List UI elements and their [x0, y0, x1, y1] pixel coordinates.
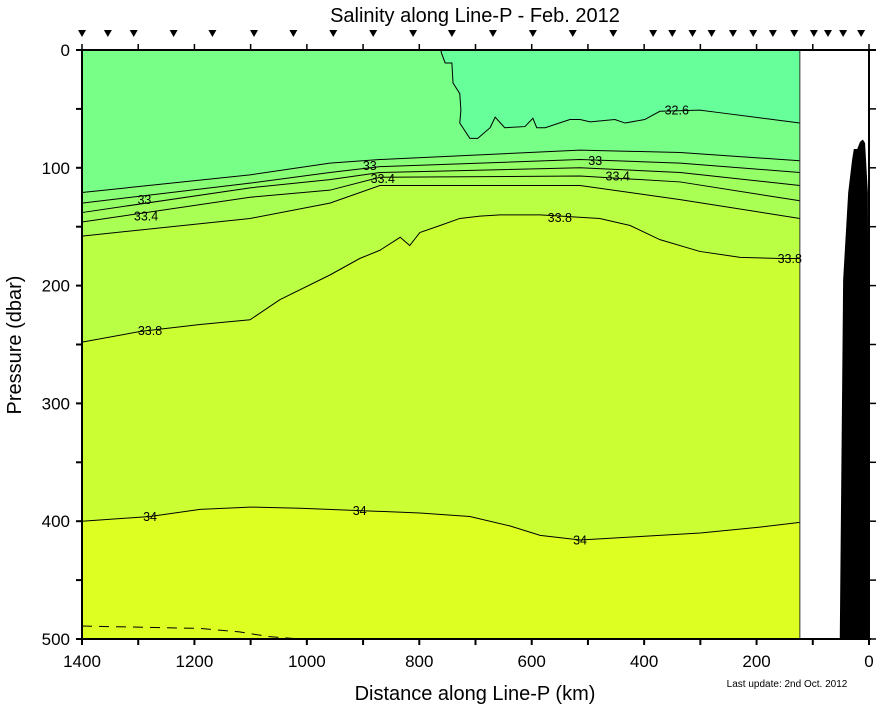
contour-34	[81, 506, 800, 541]
bathymetry	[839, 139, 869, 639]
chart-title: Salinity along Line-P - Feb. 2012	[330, 5, 620, 27]
station-marker-triangle	[809, 30, 818, 37]
station-marker-triangle	[857, 30, 866, 37]
x-tick-label: 1400	[63, 652, 101, 671]
station-marker-triangle	[78, 30, 86, 37]
contour-label: 33.8	[138, 324, 162, 338]
contour-33	[81, 159, 800, 204]
station-marker-triangle	[329, 30, 338, 37]
station-marker-triangle	[768, 30, 777, 37]
station-markers	[78, 30, 866, 37]
contour-label: 33	[363, 159, 377, 173]
station-marker-triangle	[129, 30, 138, 37]
contour-fills	[82, 50, 869, 639]
contour-32.8	[81, 149, 800, 194]
station-marker-triangle	[369, 30, 378, 37]
dashed-contour	[81, 625, 301, 640]
contour-33.2	[81, 167, 800, 214]
contour-33.8	[81, 214, 800, 343]
x-tick-label: 1000	[288, 652, 326, 671]
contour-lines	[81, 50, 801, 640]
axes: 1400 1200 1000 800 600 400 200 0 0 100 200 300 400 50…	[42, 41, 876, 671]
station-marker-triangle	[289, 30, 298, 37]
station-marker-triangle	[169, 30, 178, 37]
station-marker-triangle	[250, 30, 259, 37]
contour-label: 33.8	[778, 252, 802, 266]
x-tick-label: 1200	[176, 652, 214, 671]
contour-label: 33.4	[606, 170, 630, 184]
station-marker-triangle	[728, 30, 737, 37]
contour-label: 32.6	[665, 104, 689, 118]
y-tick-label: 500	[42, 630, 70, 649]
contour-label: 33	[137, 193, 151, 207]
x-tick-label: 600	[518, 652, 546, 671]
station-marker-triangle	[609, 30, 618, 37]
contour-label: 33	[588, 154, 602, 168]
station-marker-triangle	[649, 30, 658, 37]
contour-33.6	[81, 184, 800, 237]
x-tick-label: 200	[742, 652, 770, 671]
station-marker-triangle	[568, 30, 577, 37]
x-axis-label: Distance along Line-P (km)	[355, 683, 596, 705]
contour-label: 34	[573, 534, 587, 548]
station-marker-triangle	[749, 30, 758, 37]
x-tick-label: 800	[405, 652, 433, 671]
station-marker-triangle	[409, 30, 418, 37]
bathymetry-shape	[839, 139, 869, 639]
x-tick-label: 400	[630, 652, 658, 671]
contour-label: 33.4	[371, 172, 395, 186]
station-marker-triangle	[839, 30, 848, 37]
y-axis-label: Pressure (dbar)	[4, 276, 26, 415]
station-marker-triangle	[103, 30, 112, 37]
station-marker-triangle	[707, 30, 716, 37]
station-marker-triangle	[447, 30, 456, 37]
y-tick-label: 200	[42, 277, 70, 296]
y-tick-label: 100	[42, 159, 70, 178]
contour-label: 34	[353, 504, 367, 518]
x-tick-label: 0	[864, 652, 873, 671]
contour-label: 33.4	[134, 210, 158, 224]
contour-33.4	[81, 175, 800, 223]
last-update-note: Last update: 2nd Oct. 2012	[727, 679, 848, 690]
contour-label: 34	[143, 510, 157, 524]
station-marker-triangle	[823, 30, 832, 37]
fill-below-32.6	[441, 50, 800, 139]
y-tick-label: 0	[61, 41, 70, 60]
contour-32.6	[440, 50, 800, 139]
station-marker-triangle	[488, 30, 497, 37]
station-marker-triangle	[208, 30, 217, 37]
y-tick-label: 400	[42, 512, 70, 531]
contour-label: 33.8	[548, 211, 572, 225]
station-marker-triangle	[528, 30, 537, 37]
y-tick-label: 300	[42, 394, 70, 413]
station-marker-triangle	[790, 30, 799, 37]
station-marker-triangle	[688, 30, 697, 37]
station-marker-triangle	[668, 30, 677, 37]
